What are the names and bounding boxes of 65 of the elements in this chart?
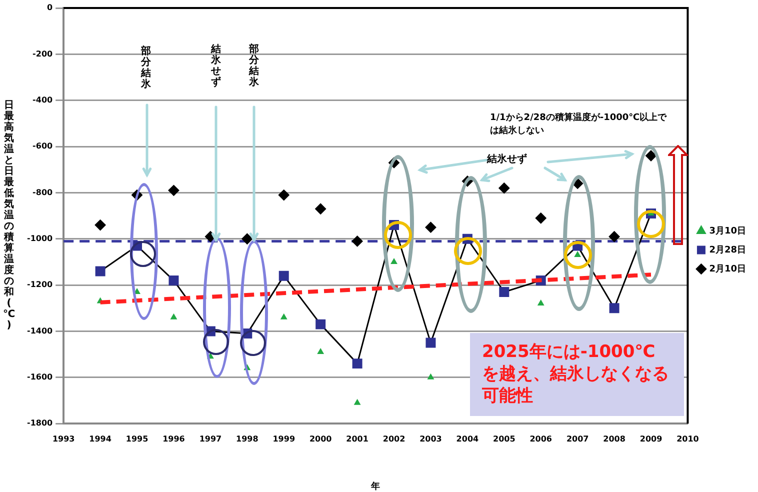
annotation: 結氷せず: [210, 44, 222, 88]
point: [390, 258, 398, 264]
x-tick-label: 2009: [640, 434, 663, 444]
point: [352, 358, 362, 369]
point: [499, 287, 510, 297]
point: [428, 374, 434, 380]
x-tick-label: 2008: [603, 434, 626, 444]
point: [168, 184, 180, 196]
point: [535, 212, 546, 224]
point: [315, 203, 326, 214]
y-tick-label: 0: [47, 3, 54, 12]
x-tick-label: 2006: [530, 434, 552, 444]
legend-label: 2月10日: [709, 263, 746, 274]
point: [94, 220, 106, 231]
annotation: 1/1から2/28の積算温度が-1000℃以上では結氷しない: [490, 112, 668, 138]
legend-label: 2月28日: [709, 244, 746, 256]
x-tick-label: 1998: [236, 434, 259, 444]
point: [608, 231, 620, 242]
annotation: 結氷せず: [487, 152, 527, 166]
x-tick-label: 2004: [456, 434, 479, 444]
y-tick-label: -1000: [26, 234, 54, 243]
point: [95, 266, 106, 276]
x-tick-label: 2003: [420, 434, 442, 444]
x-axis-title: 年: [370, 480, 380, 492]
x-tick-label: 2005: [493, 434, 516, 444]
point: [425, 222, 436, 233]
point: [646, 150, 656, 162]
y-tick-label: -200: [32, 49, 54, 58]
y-tick-label: -1200: [26, 280, 54, 290]
x-tick-label: 1994: [89, 434, 112, 444]
point: [609, 303, 620, 314]
x-tick-label: 1997: [199, 434, 222, 444]
point: [354, 399, 360, 405]
x-tick-label: 2007: [566, 434, 589, 444]
x-tick-label: 1995: [126, 434, 149, 444]
point: [278, 270, 289, 281]
y-tick-label: -400: [32, 95, 54, 104]
point: [242, 233, 253, 244]
y-tick-label: -1800: [26, 418, 54, 428]
y-tick-label: -800: [32, 188, 54, 197]
y-tick-label: -1400: [26, 326, 54, 336]
annotation: 2025年には-1000℃を越え、結氷しなくなる可能性: [470, 333, 684, 416]
point: [498, 182, 510, 194]
x-tick-label: 1999: [272, 434, 296, 444]
x-tick-label: 2000: [309, 434, 332, 444]
text: 日最高気温と日最低気温の積算温度の和(℃): [2, 100, 16, 331]
point: [168, 275, 179, 286]
x-tick-label: 2001: [346, 434, 369, 444]
annotation: 部分結氷: [248, 44, 260, 88]
x-tick-label: 2002: [382, 434, 406, 444]
point: [278, 190, 290, 201]
x-tick-label: 1993: [52, 434, 75, 444]
legend-label: 3月10日: [709, 225, 746, 236]
x-tick-label: 2010: [676, 434, 700, 444]
point: [317, 348, 324, 354]
point: [352, 236, 363, 247]
x-tick-label: 1996: [162, 434, 186, 444]
point: [280, 314, 287, 320]
point: [426, 338, 436, 348]
annotation: 部分結氷: [140, 46, 152, 90]
y-tick-label: -600: [32, 142, 54, 151]
point: [316, 319, 326, 330]
point: [170, 314, 177, 320]
y-tick-label: -1600: [26, 372, 54, 382]
point: [538, 300, 544, 306]
